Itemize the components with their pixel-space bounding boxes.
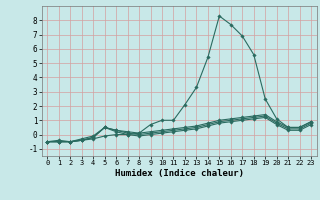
- X-axis label: Humidex (Indice chaleur): Humidex (Indice chaleur): [115, 169, 244, 178]
